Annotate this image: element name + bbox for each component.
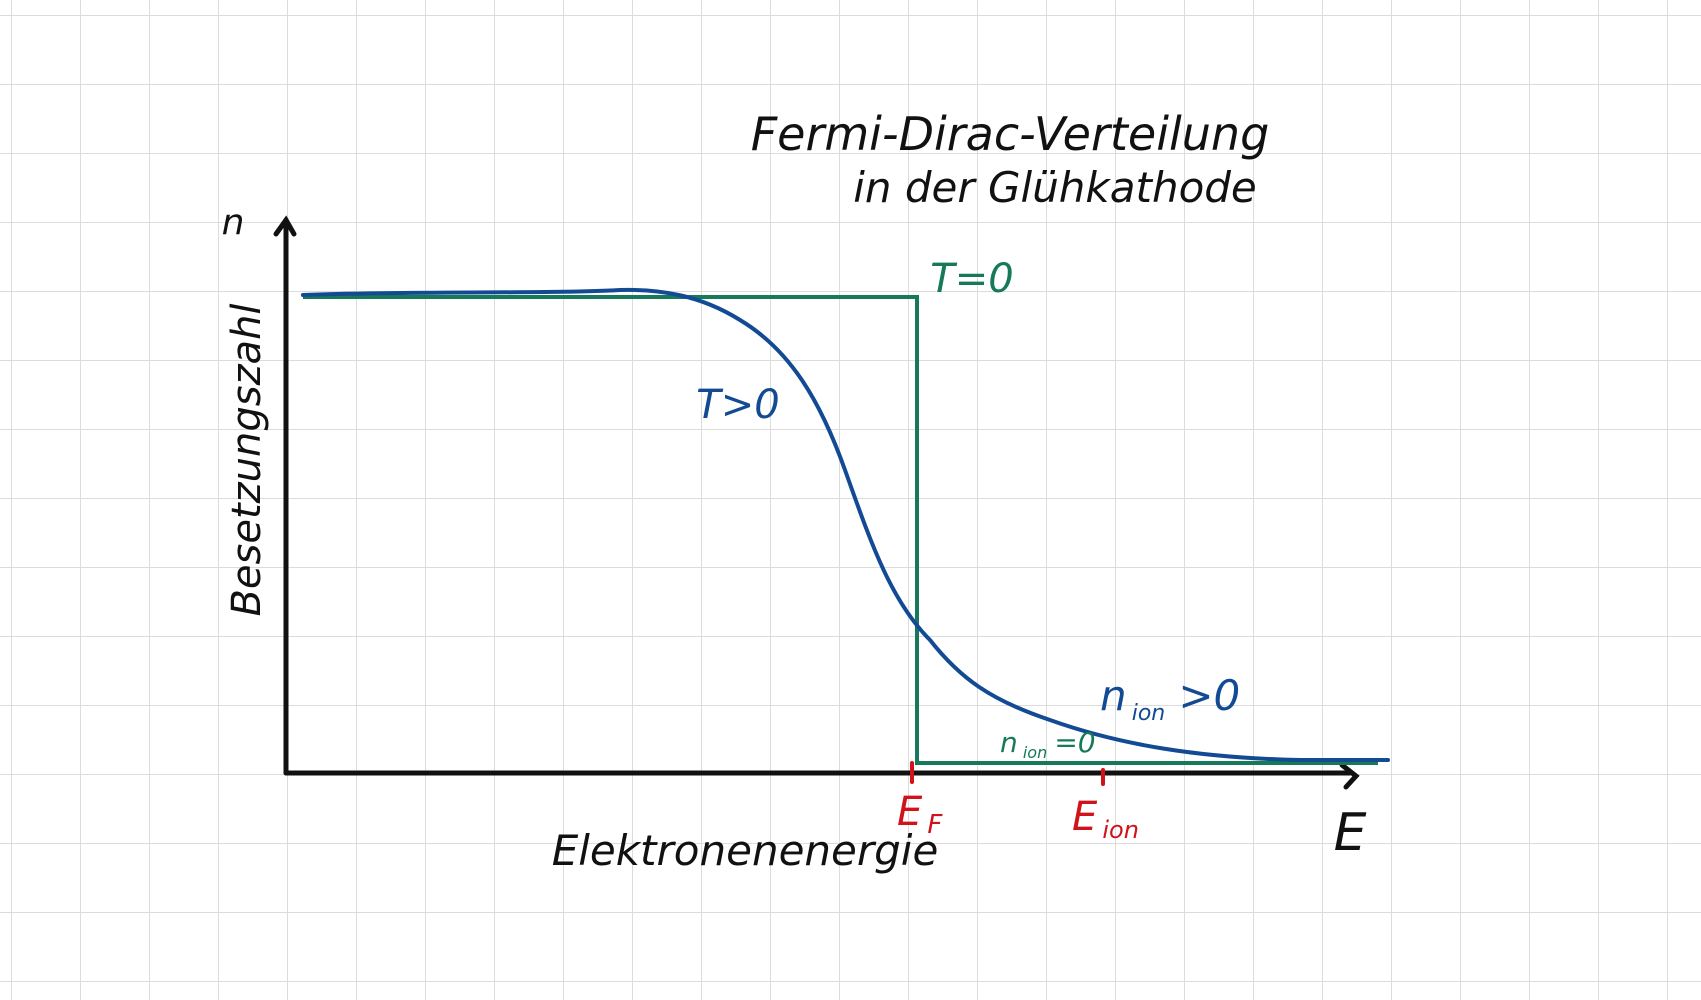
t-zero-curve bbox=[303, 295, 1378, 765]
y-axis-symbol: n bbox=[222, 202, 245, 243]
ionization-energy-label: E ion bbox=[1072, 794, 1139, 844]
fermi-energy-main: E bbox=[897, 789, 923, 835]
diagram-title-line-1: Fermi-Dirac-Verteilung bbox=[751, 107, 1270, 161]
n-ion-positive-rest: >0 bbox=[1178, 671, 1240, 720]
y-axis-arrowhead bbox=[273, 215, 297, 237]
ionization-energy-sub: ion bbox=[1102, 816, 1139, 844]
n-ion-positive-main: n bbox=[1100, 671, 1127, 720]
diagram-title-line-2: in der Glühkathode bbox=[853, 163, 1257, 212]
ionization-energy-main: E bbox=[1072, 794, 1098, 840]
axes bbox=[273, 215, 1360, 790]
n-ion-zero-label: n ion =0 bbox=[1000, 726, 1096, 762]
y-axis-label: Besetzungszahl bbox=[224, 303, 270, 616]
n-ion-positive-sub: ion bbox=[1132, 701, 1166, 726]
x-axis-arrowhead bbox=[1339, 762, 1360, 790]
fermi-energy-label: E F bbox=[897, 789, 943, 840]
t-zero-label: T=0 bbox=[930, 256, 1013, 302]
n-ion-zero-rest: =0 bbox=[1054, 726, 1095, 759]
x-axis-symbol: E bbox=[1334, 803, 1367, 863]
fermi-energy-sub: F bbox=[927, 810, 943, 840]
n-ion-zero-sub: ion bbox=[1023, 743, 1047, 762]
t-positive-label: T>0 bbox=[696, 382, 779, 428]
n-ion-zero-main: n bbox=[1000, 726, 1018, 759]
energy-ticks bbox=[910, 761, 1105, 786]
n-ion-positive-label: n ion >0 bbox=[1100, 671, 1240, 726]
t-positive-curve bbox=[301, 287, 1390, 762]
x-axis-label: Elektronenenergie bbox=[552, 826, 939, 875]
